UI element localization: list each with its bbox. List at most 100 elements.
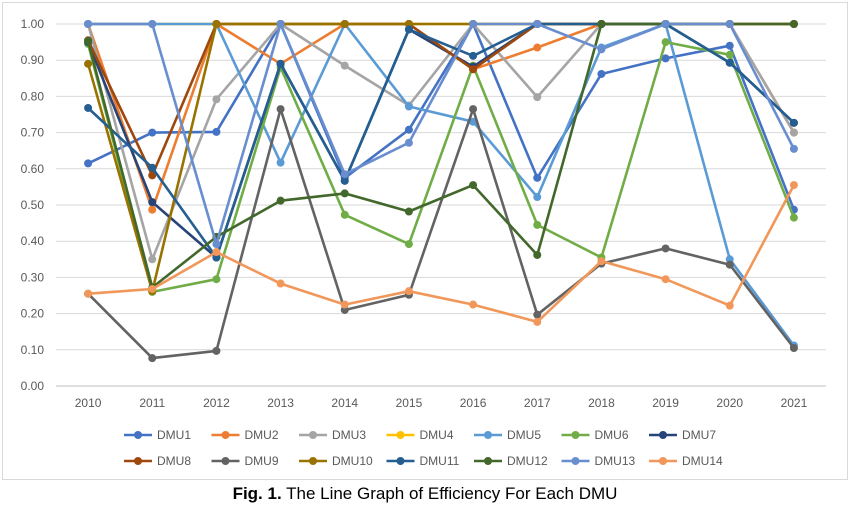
series-dmu3 <box>84 20 798 264</box>
data-point <box>597 257 606 266</box>
legend-swatch-marker <box>134 431 142 439</box>
data-point <box>533 250 542 259</box>
legend-label: DMU4 <box>420 428 454 442</box>
series-dmu11 <box>84 20 798 262</box>
data-point <box>84 159 93 168</box>
series-lines <box>84 20 798 363</box>
x-tick-label: 2011 <box>139 396 165 410</box>
data-point <box>404 102 413 111</box>
data-point <box>340 170 349 179</box>
data-point <box>404 25 413 34</box>
y-tick-label: 1.00 <box>21 17 45 31</box>
legend-label: DMU2 <box>245 428 279 442</box>
data-point <box>661 20 670 28</box>
data-point <box>725 260 734 269</box>
data-point <box>725 58 734 67</box>
x-tick-label: 2015 <box>396 396 423 410</box>
data-point <box>212 95 221 104</box>
data-point <box>725 301 734 310</box>
legend-label: DMU6 <box>595 428 629 442</box>
legend-item-dmu2: DMU2 <box>211 428 279 442</box>
legend-swatch-marker <box>309 457 317 465</box>
data-point <box>404 287 413 296</box>
data-point <box>340 300 349 309</box>
data-point <box>84 37 93 46</box>
series-line <box>87 22 796 211</box>
data-point <box>276 196 285 205</box>
legend-item-dmu5: DMU5 <box>474 428 541 442</box>
series-line <box>88 184 796 324</box>
caption-text: The Line Graph of Efficiency For Each DM… <box>281 484 618 503</box>
y-tick-label: 0.10 <box>21 343 45 357</box>
data-point <box>661 54 670 63</box>
series-line <box>87 22 795 259</box>
data-point <box>789 213 798 222</box>
legend-swatch-marker <box>571 431 580 439</box>
data-point <box>661 38 670 47</box>
data-point <box>533 193 542 202</box>
data-point <box>148 128 157 137</box>
data-point <box>533 93 542 102</box>
y-tick-label: 0.90 <box>21 53 45 67</box>
series-line <box>86 22 795 259</box>
data-point <box>340 176 349 185</box>
data-point <box>469 20 478 28</box>
data-point <box>212 346 221 355</box>
figure-caption: Fig. 1. The Line Graph of Efficiency For… <box>0 484 850 504</box>
data-point <box>789 128 798 137</box>
data-point <box>469 51 478 60</box>
data-point <box>148 255 157 264</box>
data-point <box>84 20 93 28</box>
data-point <box>789 144 798 153</box>
data-point <box>148 205 157 214</box>
x-tick-label: 2016 <box>460 396 487 410</box>
legend-label: DMU8 <box>157 454 191 468</box>
series-dmu7 <box>84 20 798 262</box>
x-tick-label: 2020 <box>716 396 743 410</box>
legend-swatch-marker <box>484 431 492 439</box>
legend-item-dmu7: DMU7 <box>649 428 716 442</box>
data-point <box>661 244 670 253</box>
x-axis-ticks: 2010 2011 2012 2013 2014 2015 2016 2017 2018 2019… <box>75 396 808 410</box>
legend-item-dmu1: DMU1 <box>124 428 191 442</box>
data-point <box>789 118 798 127</box>
data-point <box>212 240 221 249</box>
series-dmu9 <box>84 105 798 363</box>
legend-item-dmu10: DMU10 <box>299 454 373 468</box>
data-point <box>597 20 606 28</box>
x-tick-label: 2021 <box>781 396 808 410</box>
data-point <box>276 279 285 288</box>
legend-item-dmu4: DMU4 <box>386 428 454 442</box>
data-point <box>84 103 93 112</box>
data-point <box>212 248 221 257</box>
legend-swatch-marker <box>134 457 142 465</box>
data-point <box>597 69 606 78</box>
legend-item-dmu12: DMU12 <box>474 454 548 468</box>
legend-label: DMU5 <box>507 428 541 442</box>
y-tick-label: 0.70 <box>21 126 45 140</box>
data-point <box>404 207 413 216</box>
legend-label: DMU7 <box>682 428 716 442</box>
series-dmu14 <box>84 181 798 326</box>
legend-item-dmu11: DMU11 <box>386 454 460 468</box>
data-point <box>725 20 734 28</box>
data-point <box>404 138 413 147</box>
x-tick-label: 2010 <box>75 396 102 410</box>
legend-swatch-marker <box>659 431 667 439</box>
legend-label: DMU1 <box>157 428 191 442</box>
data-point <box>148 198 157 207</box>
legend-swatch-marker <box>484 457 492 465</box>
data-point <box>404 240 413 249</box>
legend-item-dmu14: DMU14 <box>649 454 723 468</box>
line-chart: 0.00 0.10 0.20 0.30 0.40 0.50 0.60 0.70 0.80 0.90… <box>21 17 826 468</box>
legend-swatch-marker <box>571 457 580 465</box>
series-line <box>87 107 795 360</box>
legend-swatch-marker <box>309 431 317 439</box>
series-line <box>88 22 796 246</box>
data-point <box>276 158 285 167</box>
data-point <box>212 20 221 28</box>
legend-item-dmu3: DMU3 <box>299 428 366 442</box>
data-point <box>212 127 221 136</box>
data-point <box>725 41 734 50</box>
legend-item-dmu8: DMU8 <box>124 454 191 468</box>
